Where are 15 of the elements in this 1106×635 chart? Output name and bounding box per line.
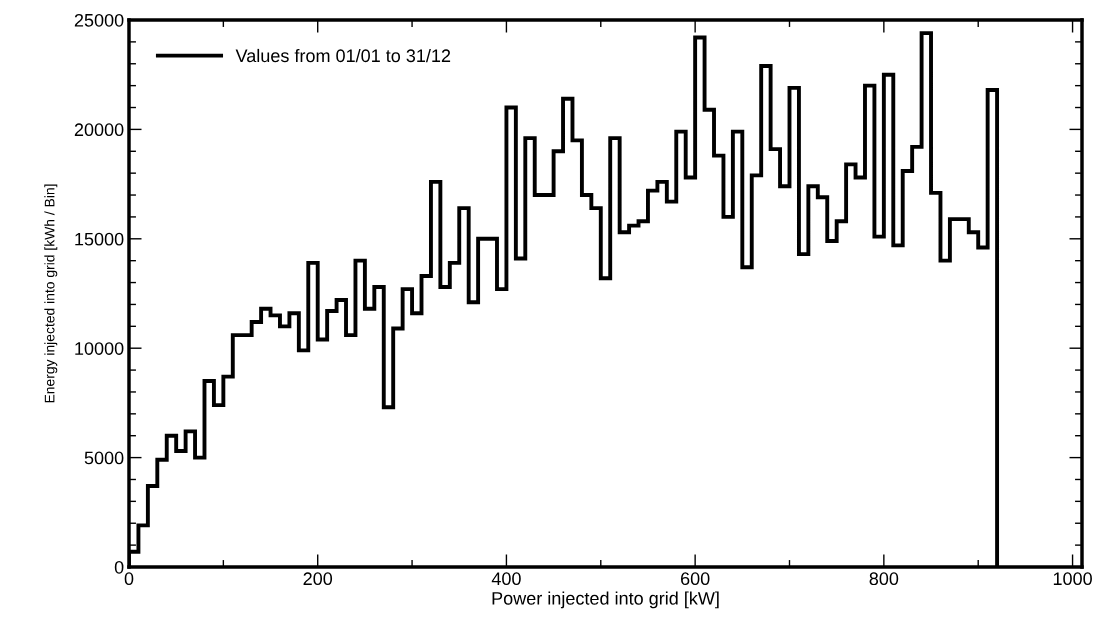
y-tick-label: 10000 bbox=[75, 342, 124, 355]
x-tick-label: 200 bbox=[303, 572, 333, 586]
x-tick-label: 800 bbox=[869, 572, 899, 586]
y-tick-label: 15000 bbox=[75, 232, 124, 246]
x-tick-label: 1000 bbox=[1053, 572, 1092, 586]
y-tick-label: 20000 bbox=[74, 123, 124, 137]
x-tick-label: 600 bbox=[680, 572, 710, 586]
x-tick-label: 0 bbox=[124, 572, 134, 586]
x-axis-title: Power injected into grid [kW] bbox=[492, 591, 719, 609]
y-tick-label: 0 bbox=[114, 560, 124, 574]
y-axis-title: Energy injected into grid [kWh / Bin] bbox=[44, 184, 58, 403]
x-tick-label: 400 bbox=[491, 572, 521, 586]
y-tick-label: 5000 bbox=[84, 451, 124, 465]
legend-label: Values from 01/01 to 31/12 bbox=[235, 48, 451, 63]
y-tick-label: 25000 bbox=[74, 13, 124, 27]
